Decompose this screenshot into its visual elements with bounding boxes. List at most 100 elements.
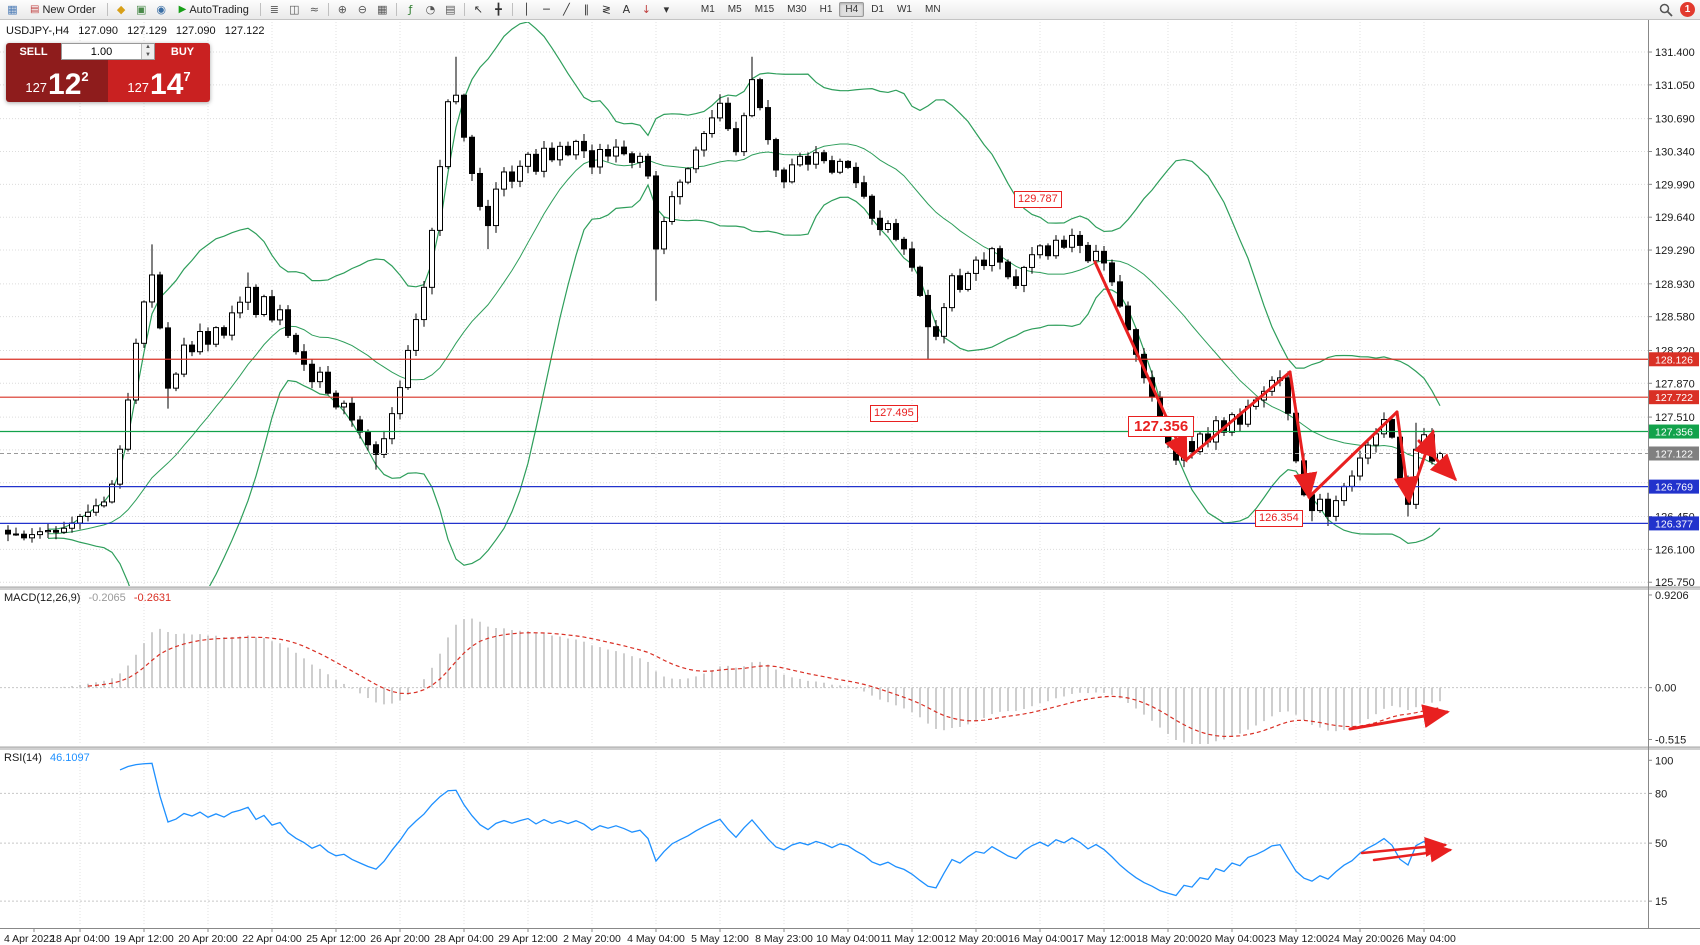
price-tick-label: 125.750: [1655, 577, 1695, 589]
timeframe-m5-button[interactable]: M5: [722, 2, 748, 17]
volume-field: ▲ ▼: [61, 43, 155, 60]
horizontal-lines: [0, 358, 1648, 525]
shapes-icon[interactable]: ▾: [663, 3, 670, 16]
expert-advisors-icon[interactable]: ◆: [116, 3, 126, 16]
trend-arrows[interactable]: [1093, 260, 1458, 863]
notification-badge[interactable]: 1: [1680, 2, 1695, 17]
cursor-icon[interactable]: ↖: [473, 3, 483, 16]
time-axis-label: 2 May 20:00: [563, 933, 621, 945]
sell-price-big: 12: [48, 68, 82, 101]
time-axis-label: 20 May 04:00: [1200, 933, 1264, 945]
sell-price-display[interactable]: 127 12 2: [6, 60, 108, 102]
buy-button[interactable]: BUY: [155, 43, 210, 60]
time-axis-label: 18 May 20:00: [1136, 933, 1200, 945]
trend-arrow: [1307, 410, 1399, 499]
price-annotation[interactable]: 127.356: [1128, 416, 1195, 437]
autotrading-button-label: AutoTrading: [189, 3, 249, 16]
price-tick-label: 131.050: [1655, 80, 1695, 92]
periods-icon[interactable]: ◔: [425, 3, 436, 16]
new-order-button-label: New Order: [42, 3, 96, 16]
timeframe-m15-button[interactable]: M15: [749, 2, 780, 17]
volume-spinner[interactable]: ▲ ▼: [141, 44, 154, 59]
price-badge: 127.356: [1655, 427, 1693, 439]
tile-windows-icon[interactable]: ▦: [377, 3, 388, 16]
trend-arrow: [1348, 704, 1450, 731]
trend-arrow: [1184, 370, 1292, 462]
candles[interactable]: [5, 56, 1443, 543]
macd-indicator: [0, 618, 1648, 744]
timeframe-m30-button[interactable]: M30: [781, 2, 812, 17]
price-annotation[interactable]: 129.787: [1014, 191, 1062, 208]
timeframe-h1-button[interactable]: H1: [814, 2, 839, 17]
scripts-icon[interactable]: ▣: [135, 3, 147, 16]
timeframe-h4-button[interactable]: H4: [839, 2, 865, 17]
pane-separator[interactable]: [0, 587, 1700, 590]
time-axis-label: 28 Apr 04:00: [434, 933, 494, 945]
bollinger-bands[interactable]: [47, 22, 1441, 643]
price-tick-label: 129.640: [1655, 212, 1695, 224]
time-axis-label: 20 Apr 20:00: [178, 933, 238, 945]
sell-button[interactable]: SELL: [6, 43, 61, 60]
vertical-line-icon[interactable]: │: [523, 3, 530, 16]
time-axis-label: 4 Apr 2022: [4, 933, 55, 945]
bollinger-lower-band: [47, 183, 1441, 586]
bars-chart-icon[interactable]: ≣: [269, 3, 279, 16]
horizontal-line-icon[interactable]: ─: [543, 3, 550, 16]
time-axis-label: 25 Apr 12:00: [306, 933, 366, 945]
macd-signal-line: [87, 632, 1441, 738]
toolbar-separator: [106, 3, 108, 16]
search-icon[interactable]: [1659, 3, 1673, 17]
macd-label: MACD(12,26,9) -0.2065 -0.2631: [4, 592, 171, 604]
bollinger-upper-band: [47, 22, 1441, 530]
sell-price-sup: 2: [81, 69, 89, 84]
indicators-icon[interactable]: ƒ: [408, 3, 413, 16]
fibonacci-icon[interactable]: ≷: [601, 3, 611, 16]
pane-separator[interactable]: [0, 747, 1700, 750]
candlestick-chart-icon[interactable]: ◫: [289, 3, 300, 16]
time-axis-label: 11 May 12:00: [881, 933, 944, 945]
new-order-button[interactable]: ▤ New Order: [23, 1, 103, 18]
price-annotation[interactable]: 127.495: [870, 405, 918, 422]
market-watch-icon[interactable]: ◉: [156, 3, 166, 16]
templates-icon[interactable]: ▤: [445, 3, 456, 16]
new-order-icon: ▤: [30, 4, 40, 15]
time-axis-label: 5 May 12:00: [691, 933, 749, 945]
price-badge: 127.122: [1655, 448, 1693, 460]
price-tick-label: 129.990: [1655, 179, 1695, 191]
text-label-icon[interactable]: A: [622, 3, 631, 16]
price-badge: 126.377: [1655, 518, 1693, 530]
volume-up-icon[interactable]: ▲: [142, 44, 154, 52]
rsi-value: 46.1097: [49, 752, 90, 764]
price-tick-label: 127.510: [1655, 412, 1695, 424]
crosshair-icon[interactable]: ╋: [495, 3, 502, 16]
equidistant-channel-icon[interactable]: ∥: [583, 3, 590, 16]
autotrading-button[interactable]: ▶ AutoTrading: [172, 1, 256, 18]
timeframe-mn-button[interactable]: MN: [919, 2, 947, 17]
price-annotation[interactable]: 126.354: [1255, 510, 1303, 527]
zoom-in-icon[interactable]: ⊕: [337, 3, 347, 16]
toolbar-separator: [259, 3, 261, 16]
price-tick-label: 128.580: [1655, 312, 1695, 324]
timeframe-w1-button[interactable]: W1: [891, 2, 918, 17]
buy-price-display[interactable]: 127 14 7: [108, 60, 210, 102]
time-axis-label: 8 May 23:00: [755, 933, 813, 945]
line-chart-icon[interactable]: ≈: [309, 3, 319, 16]
trendline-icon[interactable]: ╱: [563, 3, 570, 16]
new-chart-icon[interactable]: ▦: [7, 3, 18, 16]
timeframe-d1-button[interactable]: D1: [865, 2, 890, 17]
buy-price-big: 14: [150, 68, 184, 101]
rsi-indicator: [0, 762, 1648, 902]
zoom-out-icon[interactable]: ⊖: [357, 3, 367, 16]
ohlc-high: 127.129: [127, 25, 167, 37]
price-tick-label: 130.690: [1655, 114, 1695, 126]
volume-input[interactable]: [62, 44, 141, 59]
price-badge: 127.722: [1655, 392, 1693, 404]
time-axis-label: 24 May 20:00: [1328, 933, 1392, 945]
timeframe-m1-button[interactable]: M1: [695, 2, 721, 17]
price-tick-label: 129.290: [1655, 245, 1695, 257]
trend-arrow: [1393, 410, 1418, 504]
arrows-tool-icon[interactable]: ↓: [641, 3, 651, 16]
volume-down-icon[interactable]: ▼: [142, 51, 154, 59]
ohlc-close: 127.122: [224, 25, 265, 37]
